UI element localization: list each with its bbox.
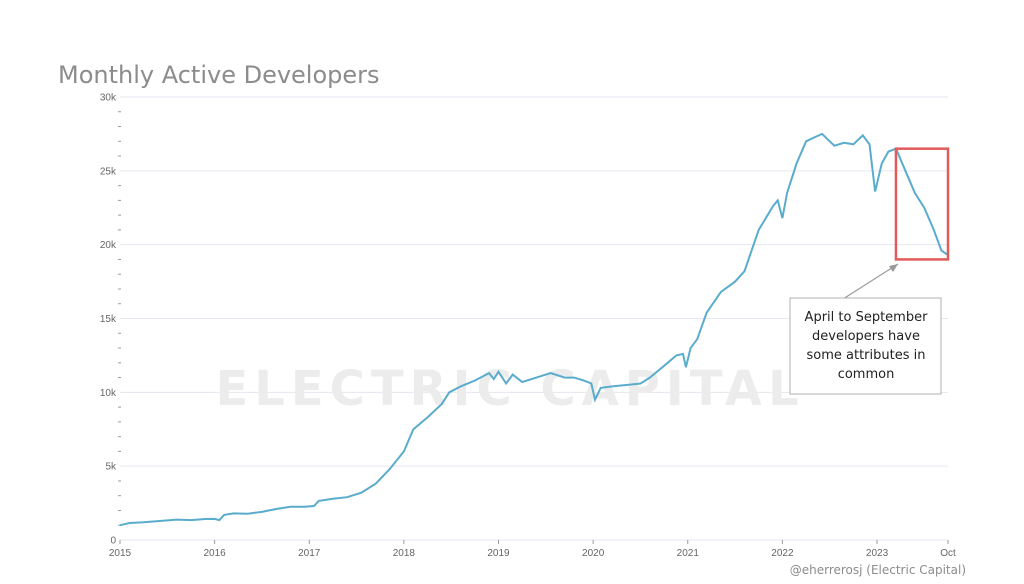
- annotation-box: [789, 297, 942, 395]
- chart-title: Monthly Active Developers: [58, 61, 380, 89]
- y-axis-ticks: 0 5k 10k 15k 20k 25k 30k: [100, 93, 117, 547]
- y-tick-label: 20k: [100, 240, 117, 251]
- annotation-line-2: developers have: [812, 329, 920, 344]
- annotation-line-1: April to September: [805, 310, 929, 325]
- x-tick-label: 2023: [866, 548, 889, 559]
- x-axis-ticks: 2015 2016 2017 2018 2019 2020 2021 2022 2023 Oct: [109, 540, 956, 559]
- y-tick-label: 30k: [100, 93, 117, 104]
- x-tick-label: 2016: [204, 548, 227, 559]
- x-tick-label: 2022: [771, 548, 794, 559]
- y-minor-ticks: [118, 111, 121, 526]
- annotation-line-3: some attributes in: [807, 348, 926, 363]
- x-tick-label: 2020: [582, 548, 605, 559]
- x-tick-label: 2015: [109, 548, 132, 559]
- x-tick-label: 2021: [677, 548, 700, 559]
- y-tick-label: 5k: [105, 462, 117, 473]
- x-tick-label: 2017: [298, 548, 321, 559]
- annotation-line-4: common: [838, 367, 895, 382]
- credit-text: @eherrerosj (Electric Capital): [790, 563, 966, 577]
- y-tick-label: 0: [110, 536, 116, 547]
- x-tick-label: Oct: [940, 548, 956, 559]
- annotation-text: April to September developers have some …: [805, 310, 929, 382]
- y-tick-label: 25k: [100, 166, 117, 177]
- y-tick-label: 15k: [100, 314, 117, 325]
- x-tick-label: 2019: [487, 548, 510, 559]
- watermark-logo: ELECTRIC CAPITAL: [215, 361, 804, 417]
- y-tick-label: 10k: [100, 388, 117, 399]
- annotation-arrowhead: [889, 264, 898, 272]
- gridlines: [120, 96, 948, 541]
- annotation-arrow: [842, 263, 899, 300]
- series-line-monthly-active-developers: [119, 132, 949, 527]
- highlight-box: [894, 147, 950, 261]
- x-tick-label: 2018: [393, 548, 416, 559]
